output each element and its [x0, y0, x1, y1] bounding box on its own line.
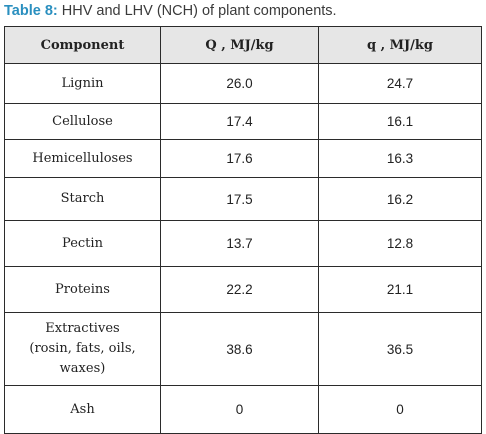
column-header-lhv: q , MJ/kg [318, 26, 482, 64]
table-row: Proteins 22.2 21.1 [4, 266, 482, 313]
cell-hhv: 26.0 [160, 63, 319, 104]
cell-lhv: 21.1 [318, 266, 482, 313]
cell-component: Proteins [4, 266, 161, 313]
table-row: Pectin 13.7 12.8 [4, 220, 482, 267]
table-row: Cellulose 17.4 16.1 [4, 103, 482, 140]
cell-component-line: waxes) [59, 361, 106, 376]
table-caption-text: HHV and LHV (NCH) of plant components. [57, 3, 337, 19]
cell-component-line: (rosin, fats, oils, [29, 341, 136, 356]
table-row: Extractives (rosin, fats, oils, waxes) 3… [4, 312, 482, 386]
cell-lhv: 36.5 [318, 312, 482, 386]
cell-hhv: 0 [160, 385, 319, 434]
cell-lhv: 0 [318, 385, 482, 434]
table-row: Ash 0 0 [4, 385, 482, 434]
cell-hhv: 17.4 [160, 103, 319, 140]
table-row: Lignin 26.0 24.7 [4, 63, 482, 104]
table-row: Hemicelluloses 17.6 16.3 [4, 139, 482, 178]
column-header-hhv: Q , MJ/kg [160, 26, 319, 64]
cell-hhv: 17.5 [160, 177, 319, 221]
data-table: Component Q , MJ/kg q , MJ/kg Lignin 26.… [4, 26, 482, 434]
table-header-row: Component Q , MJ/kg q , MJ/kg [4, 26, 482, 64]
table-row: Starch 17.5 16.2 [4, 177, 482, 221]
cell-lhv: 16.3 [318, 139, 482, 178]
cell-component: Lignin [4, 63, 161, 104]
cell-component: Starch [4, 177, 161, 221]
cell-component: Hemicelluloses [4, 139, 161, 178]
column-header-component: Component [4, 26, 161, 64]
cell-hhv: 22.2 [160, 266, 319, 313]
cell-component: Ash [4, 385, 161, 434]
cell-component-line: Extractives [45, 321, 120, 336]
cell-lhv: 16.1 [318, 103, 482, 140]
cell-hhv: 17.6 [160, 139, 319, 178]
table-caption: Table 8: HHV and LHV (NCH) of plant comp… [4, 2, 337, 20]
cell-hhv: 38.6 [160, 312, 319, 386]
cell-lhv: 12.8 [318, 220, 482, 267]
cell-component: Cellulose [4, 103, 161, 140]
table-number-label: Table 8: [4, 3, 58, 19]
cell-lhv: 16.2 [318, 177, 482, 221]
cell-hhv: 13.7 [160, 220, 319, 267]
cell-component: Pectin [4, 220, 161, 267]
cell-component: Extractives (rosin, fats, oils, waxes) [4, 312, 161, 386]
cell-lhv: 24.7 [318, 63, 482, 104]
